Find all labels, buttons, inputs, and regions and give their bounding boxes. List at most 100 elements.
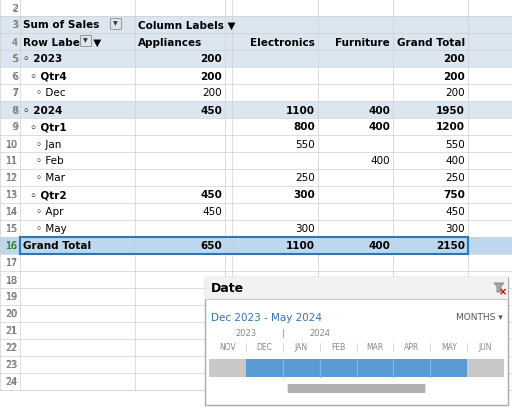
Bar (0, 237, 512, 254)
Text: 200: 200 (445, 88, 465, 98)
Text: 6: 6 (11, 72, 17, 81)
Text: 450: 450 (445, 207, 465, 217)
Text: Dec 2023 - May 2024: Dec 2023 - May 2024 (211, 312, 322, 322)
Text: Date: Date (211, 282, 244, 295)
Text: 400: 400 (368, 122, 390, 132)
Text: FEB: FEB (331, 343, 345, 352)
Text: 7: 7 (11, 89, 17, 98)
Bar (0, 68, 512, 85)
Text: 200: 200 (200, 71, 222, 81)
Text: DEC: DEC (257, 343, 272, 352)
Text: 4: 4 (11, 38, 17, 47)
Bar (0, 288, 512, 305)
Text: ◦ Qtr1: ◦ Qtr1 (23, 122, 67, 132)
Text: Sum of Sales: Sum of Sales (23, 20, 99, 30)
Text: 16: 16 (6, 241, 18, 251)
Text: 12: 12 (6, 173, 17, 182)
Text: ◦ Apr: ◦ Apr (23, 207, 63, 217)
Text: 250: 250 (295, 173, 315, 183)
Text: 22: 22 (6, 343, 17, 352)
Text: 24: 24 (6, 377, 18, 387)
Text: 5: 5 (12, 54, 18, 64)
Text: 1100: 1100 (286, 105, 315, 115)
Text: 20: 20 (6, 309, 17, 318)
Text: 1200: 1200 (436, 122, 465, 132)
Text: 8: 8 (12, 105, 18, 115)
Text: MAY: MAY (441, 343, 457, 352)
Text: 400: 400 (368, 105, 390, 115)
Text: Grand Total: Grand Total (23, 241, 91, 251)
Text: APR: APR (404, 343, 419, 352)
Text: 3: 3 (12, 20, 18, 30)
Text: 300: 300 (293, 190, 315, 200)
Bar (0, 271, 512, 288)
Text: 2: 2 (11, 4, 17, 13)
Text: Column Labels ▼: Column Labels ▼ (138, 20, 236, 30)
Text: 22: 22 (6, 343, 18, 353)
Bar (205, 277, 508, 405)
Text: 24: 24 (6, 377, 17, 386)
Text: 10: 10 (6, 139, 17, 148)
Text: ▼: ▼ (83, 38, 88, 44)
Bar (80, 36, 91, 47)
Text: ◦ Jan: ◦ Jan (23, 139, 61, 149)
Bar (209, 359, 504, 377)
Text: 750: 750 (443, 190, 465, 200)
Bar (0, 85, 512, 102)
Text: 1100: 1100 (286, 241, 315, 251)
Text: NOV: NOV (219, 343, 236, 352)
Text: Grand Total: Grand Total (397, 37, 465, 47)
Text: 19: 19 (6, 292, 18, 302)
Bar (0, 119, 512, 136)
Text: Furniture: Furniture (335, 37, 390, 47)
Text: 200: 200 (200, 54, 222, 64)
Polygon shape (494, 283, 504, 292)
Text: 21: 21 (6, 326, 17, 335)
Bar (0, 322, 512, 339)
Text: 15: 15 (6, 224, 18, 234)
Bar (246, 359, 467, 377)
Text: 550: 550 (295, 139, 315, 149)
Text: 10: 10 (6, 139, 18, 149)
Text: 18: 18 (6, 275, 18, 285)
Bar (0, 187, 512, 204)
Text: 18: 18 (6, 275, 17, 284)
Bar (0, 51, 512, 68)
Text: Electronics: Electronics (250, 37, 315, 47)
Text: 11: 11 (6, 156, 18, 166)
Text: 12: 12 (6, 173, 18, 183)
Text: 2150: 2150 (436, 241, 465, 251)
Text: ◦ 2024: ◦ 2024 (23, 105, 62, 115)
Text: 2024: 2024 (309, 329, 330, 338)
Text: ◦ Mar: ◦ Mar (23, 173, 65, 183)
Text: 200: 200 (202, 88, 222, 98)
Bar (0, 220, 512, 237)
Bar (0, 153, 512, 170)
Text: ▼: ▼ (113, 22, 118, 27)
Text: 17: 17 (6, 258, 18, 268)
Text: ◦ Qtr4: ◦ Qtr4 (23, 71, 67, 81)
Bar (0, 305, 512, 322)
Text: 250: 250 (445, 173, 465, 183)
Text: 1950: 1950 (436, 105, 465, 115)
Text: 7: 7 (12, 88, 18, 98)
Text: 13: 13 (6, 190, 18, 200)
Text: ×: × (499, 286, 507, 296)
Text: 13: 13 (6, 191, 17, 200)
Text: 11: 11 (6, 157, 17, 166)
Bar (0, 34, 512, 51)
Text: Row Labels ▼: Row Labels ▼ (23, 37, 101, 47)
Text: JUN: JUN (479, 343, 493, 352)
Bar (0, 204, 512, 220)
Text: 15: 15 (6, 225, 17, 234)
Text: 16: 16 (6, 241, 17, 250)
Bar (0, 136, 512, 153)
Bar (0, 0, 512, 17)
Text: 20: 20 (6, 309, 18, 319)
Bar (0, 170, 512, 187)
Text: 21: 21 (6, 326, 18, 336)
Text: 200: 200 (443, 54, 465, 64)
Text: 9: 9 (11, 123, 17, 132)
Text: 2: 2 (12, 4, 18, 13)
Text: 19: 19 (6, 292, 17, 301)
